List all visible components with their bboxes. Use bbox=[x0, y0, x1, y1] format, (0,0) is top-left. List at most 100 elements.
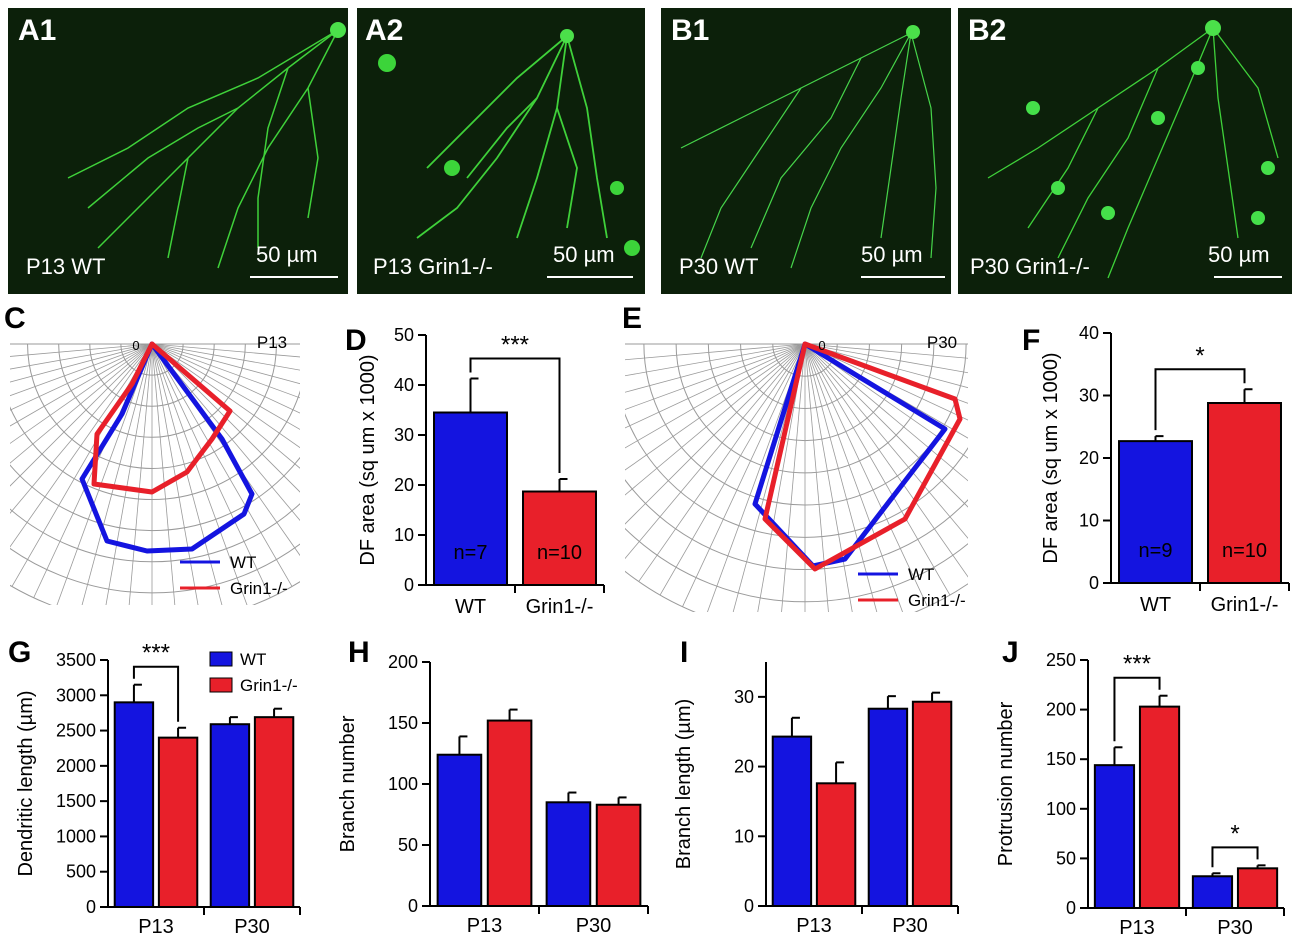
polar-ring bbox=[675, 343, 935, 474]
polar-spoke bbox=[781, 343, 806, 612]
polar-spoke bbox=[10, 343, 153, 487]
micrograph-a1: A1 P13 WT 50 µm bbox=[8, 8, 348, 294]
polar-ring bbox=[625, 527, 968, 603]
polar-spoke bbox=[151, 343, 300, 371]
polar-spoke bbox=[804, 343, 968, 578]
polar-ring bbox=[643, 343, 967, 506]
polar-ring bbox=[10, 389, 300, 500]
significance-label-J: * bbox=[1230, 820, 1239, 847]
polar-age-label-e: P30 bbox=[927, 333, 957, 352]
polar-spoke bbox=[682, 343, 806, 607]
legend-swatch-WT bbox=[209, 651, 233, 667]
x-tick-label-F-0: WT bbox=[1140, 594, 1171, 616]
polar-spoke bbox=[732, 343, 806, 612]
bar-I-P13-WT bbox=[771, 735, 813, 908]
polar-outline-wt-e bbox=[752, 341, 948, 569]
condition-label-a1: P13 WT bbox=[26, 254, 106, 279]
chart-J: J 0 50 100 150 200 250 Protrusion number P13 *** P… bbox=[995, 636, 1285, 939]
panel-label-a1: A1 bbox=[18, 14, 57, 47]
y-tick-label-F: 40 bbox=[1079, 323, 1099, 343]
n-label-D-0: n=7 bbox=[454, 542, 488, 564]
polar-spoke bbox=[804, 343, 968, 421]
legend-label-Grin1-/-: Grin1-/- bbox=[240, 676, 298, 695]
chart-G: G 0 500 1000 1500 2000 2500 3000 3500 Dendritic l… bbox=[8, 636, 301, 938]
x-tick-label-I-P13: P13 bbox=[796, 915, 832, 937]
n-label-D-1: n=10 bbox=[537, 542, 582, 564]
y-tick-label-J: 250 bbox=[1046, 650, 1076, 670]
neuron-a1-drawing bbox=[67, 22, 346, 269]
n-label-F-0: n=9 bbox=[1139, 540, 1173, 562]
significance-label-F: * bbox=[1195, 342, 1204, 369]
polar-spoke bbox=[625, 343, 806, 393]
polar-spoke bbox=[625, 343, 806, 525]
polar-spoke bbox=[804, 343, 968, 508]
polar-spoke bbox=[151, 343, 300, 399]
y-tick-label-G: 500 bbox=[66, 862, 96, 882]
significance-label-D: *** bbox=[501, 332, 529, 359]
scale-bar-b1 bbox=[861, 276, 945, 278]
polar-ring bbox=[625, 478, 968, 570]
y-tick-label-G: 3500 bbox=[56, 650, 96, 670]
x-tick-label-J-P30: P30 bbox=[1217, 917, 1253, 939]
polar-spoke bbox=[625, 343, 806, 496]
y-axis-label-I: Branch length (µm) bbox=[673, 699, 695, 869]
y-tick-label-G: 2500 bbox=[56, 721, 96, 741]
polar-outline-wt-c bbox=[79, 341, 255, 554]
bar-J-P13-WT bbox=[1093, 764, 1136, 909]
y-tick-label-G: 1500 bbox=[56, 791, 96, 811]
polar-spoke bbox=[625, 343, 806, 471]
bar-H-P13-Grin1-/- bbox=[486, 719, 533, 907]
micrograph-b2: B2 P30 Grin1-/- 50 µm bbox=[958, 8, 1292, 294]
polar-spoke bbox=[151, 343, 300, 385]
panel-label-J: J bbox=[1002, 636, 1019, 669]
polar-spoke bbox=[625, 343, 806, 410]
y-axis-label-J: Protrusion number bbox=[995, 701, 1017, 866]
polar-spoke bbox=[804, 343, 829, 612]
polar-ring bbox=[707, 343, 903, 442]
significance-bracket-J bbox=[1211, 846, 1259, 868]
polar-ring bbox=[10, 543, 300, 594]
panel-label-D: D bbox=[345, 324, 367, 357]
polar-spoke bbox=[804, 343, 853, 612]
polar-spoke bbox=[10, 343, 153, 383]
polar-spoke bbox=[151, 343, 176, 605]
bar-H-P30-Grin1-/- bbox=[595, 803, 642, 907]
polar-ring bbox=[58, 343, 246, 438]
y-tick-label-H: 200 bbox=[388, 652, 418, 672]
polar-spoke bbox=[10, 343, 153, 548]
polar-spoke bbox=[638, 343, 806, 582]
legend-swatch-Grin1-/- bbox=[209, 677, 233, 693]
legend-wt-text-c: WT bbox=[230, 553, 256, 572]
y-tick-label-J: 50 bbox=[1056, 848, 1076, 868]
polar-spoke bbox=[804, 343, 968, 389]
y-tick-label-H: 100 bbox=[388, 774, 418, 794]
polar-spoke bbox=[151, 343, 300, 430]
bar-G-P30-WT bbox=[209, 723, 251, 908]
bar-J-P13-Grin1-/- bbox=[1138, 705, 1181, 910]
polar-spoke bbox=[804, 343, 878, 612]
polar-spoke bbox=[10, 343, 153, 514]
panel-label-b1: B1 bbox=[671, 14, 710, 47]
polar-ring bbox=[740, 343, 870, 409]
panel-label-c: C bbox=[4, 302, 26, 335]
y-tick-label-F: 0 bbox=[1089, 573, 1099, 593]
scale-label-b2: 50 µm bbox=[1208, 242, 1270, 267]
polar-ring bbox=[625, 413, 968, 538]
x-tick-label-G-P30: P30 bbox=[234, 916, 270, 938]
y-tick-label-D: 40 bbox=[394, 375, 414, 395]
polar-spoke bbox=[151, 343, 300, 522]
polar-spoke bbox=[625, 343, 806, 560]
scale-bar-a2 bbox=[547, 276, 633, 278]
y-tick-label-H: 150 bbox=[388, 713, 418, 733]
polar-spoke bbox=[151, 343, 300, 449]
scale-label-b1: 50 µm bbox=[861, 242, 923, 267]
polar-grid-c bbox=[10, 343, 300, 605]
bar-I-P30-WT bbox=[867, 707, 909, 907]
panel-label-b2: B2 bbox=[968, 14, 1007, 47]
polar-spoke bbox=[625, 343, 806, 361]
y-tick-label-F: 10 bbox=[1079, 511, 1099, 531]
polar-origin-c: 0 bbox=[132, 338, 139, 353]
y-tick-label-D: 0 bbox=[404, 575, 414, 595]
polar-spoke bbox=[804, 343, 951, 596]
